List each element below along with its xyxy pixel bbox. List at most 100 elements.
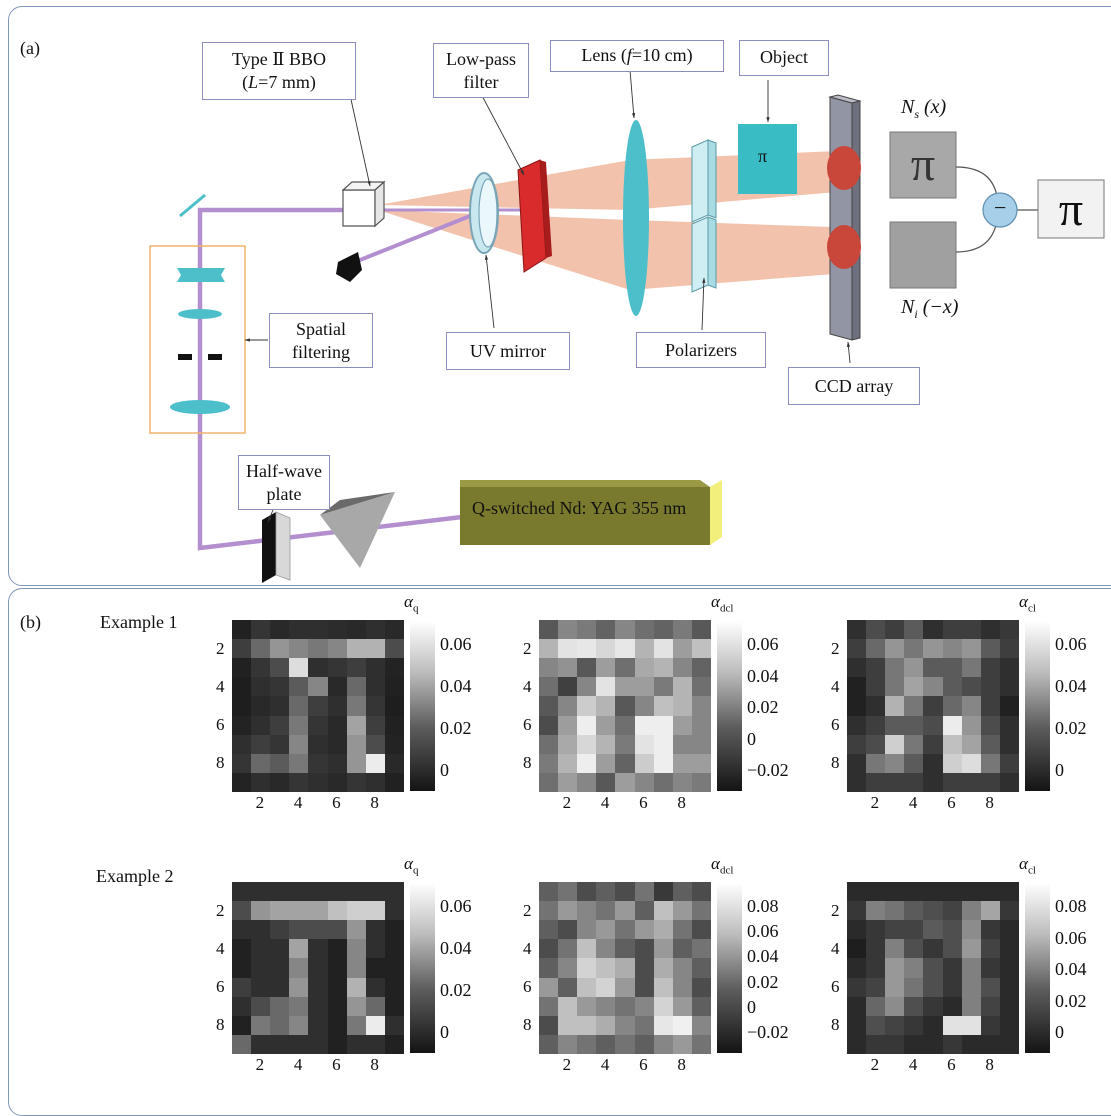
heatmap-cell bbox=[942, 639, 962, 659]
heatmap-cell bbox=[558, 772, 578, 792]
heatmap-cell bbox=[539, 772, 559, 792]
heatmap-cell bbox=[961, 658, 981, 678]
heatmap-cell bbox=[961, 901, 981, 921]
heatmap-cell bbox=[923, 882, 943, 902]
heatmap-cell bbox=[961, 996, 981, 1016]
colorbar-tick: 0.02 bbox=[440, 980, 472, 1000]
heatmap-cell bbox=[232, 772, 252, 792]
heatmap-cell bbox=[270, 734, 290, 754]
heatmap-cell bbox=[691, 753, 711, 773]
heatmap-cell bbox=[577, 996, 597, 1016]
heatmap-cell bbox=[885, 734, 905, 754]
heatmap-cell bbox=[691, 920, 711, 940]
heatmap-cell bbox=[251, 1034, 271, 1054]
heatmap-cell bbox=[539, 901, 559, 921]
heatmap-cell bbox=[365, 996, 385, 1016]
heatmap-cell bbox=[308, 920, 328, 940]
heatmap-cell bbox=[999, 1034, 1019, 1054]
heatmap-cell bbox=[327, 939, 347, 959]
heatmap-cell bbox=[251, 734, 271, 754]
heatmap-cell bbox=[961, 1034, 981, 1054]
pinhole-left bbox=[178, 354, 192, 360]
heatmap-cell bbox=[866, 1015, 886, 1035]
heatmap-cell bbox=[232, 753, 252, 773]
heatmap-cell bbox=[980, 939, 1000, 959]
colorbar-tick: 0.04 bbox=[440, 676, 472, 696]
prism bbox=[320, 492, 395, 568]
colorbar-tick: 0.06 bbox=[1055, 927, 1087, 948]
heatmap-cell bbox=[942, 901, 962, 921]
collimating-lens bbox=[170, 400, 230, 414]
heatmap-cell bbox=[866, 882, 886, 902]
heatmap-cell bbox=[980, 901, 1000, 921]
heatmap-cell bbox=[308, 639, 328, 659]
heatmap-cell bbox=[691, 958, 711, 978]
heatmap-cell bbox=[327, 977, 347, 997]
heatmap-cell bbox=[999, 939, 1019, 959]
heatmap-cell bbox=[847, 996, 867, 1016]
heatmap-cell bbox=[847, 939, 867, 959]
heatmap-cell bbox=[961, 772, 981, 792]
x-tick: 6 bbox=[332, 1055, 341, 1074]
heatmap-cell bbox=[885, 753, 905, 773]
heatmap-cell bbox=[615, 939, 635, 959]
heatmap-cell bbox=[885, 620, 905, 640]
heatmap-cell bbox=[866, 901, 886, 921]
colorbar-tick: 0.08 bbox=[747, 896, 779, 916]
heatmap-cell bbox=[558, 696, 578, 716]
heatmap-cell bbox=[653, 639, 673, 659]
heatmap-cell bbox=[596, 696, 616, 716]
colorbar-tick: −0.02 bbox=[747, 1022, 789, 1042]
heatmap-cell bbox=[615, 696, 635, 716]
heatmap-cell bbox=[942, 620, 962, 640]
heatmap-cell bbox=[942, 882, 962, 902]
heatmap-cell bbox=[980, 734, 1000, 754]
heatmap-cell bbox=[270, 958, 290, 978]
heatmap-cell bbox=[615, 901, 635, 921]
heatmap-cell bbox=[923, 939, 943, 959]
heatmap-cell bbox=[691, 620, 711, 640]
heatmap-cell bbox=[289, 658, 309, 678]
heatmap-cell bbox=[615, 715, 635, 735]
heatmap-cell bbox=[615, 772, 635, 792]
heatmap-cell bbox=[923, 1034, 943, 1054]
heatmap-cell bbox=[866, 658, 886, 678]
heatmap-cell bbox=[346, 1034, 366, 1054]
heatmap-cell bbox=[346, 901, 366, 921]
heatmap-cell bbox=[980, 677, 1000, 697]
heatmap-cell bbox=[232, 958, 252, 978]
heatmap-cell bbox=[346, 977, 366, 997]
heatmap-cell bbox=[942, 734, 962, 754]
pinhole-right bbox=[208, 354, 222, 360]
heatmap-cell bbox=[346, 772, 366, 792]
heatmap-cell bbox=[327, 901, 347, 921]
heatmap-cell bbox=[289, 620, 309, 640]
heatmap-cell bbox=[270, 996, 290, 1016]
heatmap-cell bbox=[634, 939, 654, 959]
colorbar-tick: 0 bbox=[1055, 760, 1064, 780]
heatmap-cell bbox=[961, 977, 981, 997]
heatmap-cell bbox=[634, 696, 654, 716]
heatmap-cell bbox=[866, 772, 886, 792]
heatmap-cell bbox=[634, 753, 654, 773]
heatmap-cell bbox=[904, 901, 924, 921]
heatmap-cell bbox=[923, 996, 943, 1016]
heatmap-cell bbox=[672, 882, 692, 902]
heatmap-cell bbox=[847, 715, 867, 735]
heatmap-cell bbox=[691, 1015, 711, 1035]
heatmap-cell bbox=[634, 1034, 654, 1054]
heatmap-cell bbox=[327, 715, 347, 735]
heatmap-cell bbox=[384, 996, 404, 1016]
heatmap-cell bbox=[634, 715, 654, 735]
heatmap-cell bbox=[558, 882, 578, 902]
heatmap-cell bbox=[904, 772, 924, 792]
heatmap-cell bbox=[634, 958, 654, 978]
heatmap-cell bbox=[847, 977, 867, 997]
heatmap-cell bbox=[251, 753, 271, 773]
heatmap-cell bbox=[346, 1015, 366, 1035]
heatmap-cell bbox=[980, 920, 1000, 940]
heatmap-cell bbox=[691, 715, 711, 735]
heatmap-cell bbox=[365, 882, 385, 902]
x-tick: 6 bbox=[947, 793, 956, 812]
x-tick: 8 bbox=[985, 793, 994, 812]
